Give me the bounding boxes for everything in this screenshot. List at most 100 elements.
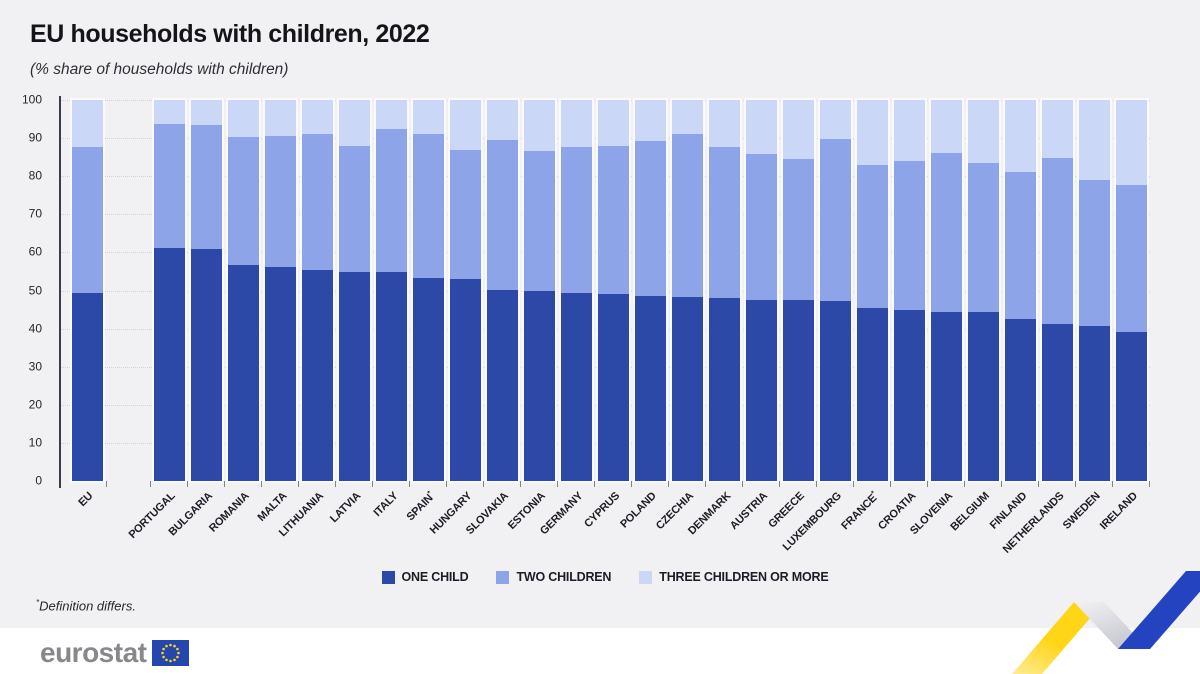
x-axis-label: CYPRUS bbox=[581, 490, 622, 531]
bar-stack bbox=[709, 100, 740, 481]
bar-stack bbox=[1116, 100, 1147, 481]
bar-segment bbox=[302, 100, 333, 134]
legend-label: TWO CHILDREN bbox=[516, 570, 612, 584]
page-subtitle: (% share of households with children) bbox=[30, 61, 289, 78]
bar-segment bbox=[598, 145, 629, 294]
bar-stack bbox=[857, 100, 888, 481]
bar-cell: DENMARK bbox=[686, 100, 743, 537]
bar-segment bbox=[857, 308, 888, 481]
page-title: EU households with children, 2022 bbox=[30, 20, 430, 48]
bar-segment bbox=[1042, 100, 1073, 158]
bar-segment bbox=[302, 133, 333, 270]
bar-segment bbox=[154, 124, 185, 248]
bar-segment bbox=[672, 296, 703, 481]
definition-differs-marker: * bbox=[426, 490, 434, 497]
bar-segment bbox=[635, 100, 666, 142]
bar-cell: BELGIUM bbox=[949, 100, 1002, 533]
bar-cell: FRANCE* bbox=[840, 100, 891, 532]
decorative-ribbon-graphic bbox=[1012, 571, 1200, 674]
bar-segment bbox=[1005, 319, 1036, 481]
bar-stack bbox=[1005, 100, 1036, 481]
bar-cell: CYPRUS bbox=[582, 100, 632, 530]
bar-segment bbox=[561, 292, 592, 481]
bar-cell: NETHERLANDS bbox=[1000, 100, 1076, 556]
bar-stack bbox=[968, 100, 999, 481]
bar-stack bbox=[894, 100, 925, 481]
bar-segment bbox=[228, 100, 259, 137]
bar-stack bbox=[450, 100, 481, 481]
bar-cell: CROATIA bbox=[876, 100, 928, 532]
bar-segment bbox=[598, 100, 629, 146]
bar-stack bbox=[524, 100, 555, 481]
bar-segment bbox=[339, 271, 370, 481]
x-axis-label: BELGIUM bbox=[948, 490, 992, 534]
bar-cell: EU bbox=[67, 100, 107, 509]
x-axis-label: MALTA bbox=[255, 490, 289, 524]
bar-segment bbox=[487, 100, 518, 141]
x-axis-label: FRANCE* bbox=[839, 490, 880, 533]
bar-segment bbox=[931, 152, 962, 312]
bar-segment bbox=[1005, 172, 1036, 320]
ribbon-yellow-band bbox=[1012, 602, 1104, 674]
legend-label: THREE CHILDREN OR MORE bbox=[659, 570, 829, 584]
bar-cell: ESTONIA bbox=[506, 100, 558, 532]
bar-stack bbox=[598, 100, 629, 481]
bar-stack bbox=[339, 100, 370, 481]
bar-segment bbox=[265, 136, 296, 267]
bar-segment bbox=[968, 311, 999, 481]
bar-cell: LITHUANIA bbox=[277, 100, 336, 539]
bar-segment bbox=[302, 269, 333, 481]
bar-segment bbox=[1116, 184, 1147, 333]
bar-stack bbox=[191, 100, 222, 481]
legend-label: ONE CHILD bbox=[401, 570, 469, 584]
bar-cell: LUXEMBOURG bbox=[781, 100, 854, 553]
bar-segment bbox=[820, 100, 851, 139]
bar-segment bbox=[487, 140, 518, 291]
bar-segment bbox=[709, 100, 740, 147]
bar-segment bbox=[561, 146, 592, 293]
bar-stack bbox=[71, 100, 103, 481]
bar-stack bbox=[376, 100, 407, 481]
x-axis-label: LATVIA bbox=[327, 490, 363, 526]
bar-segment bbox=[339, 145, 370, 272]
bottom-band bbox=[0, 628, 1200, 674]
bar-stack bbox=[413, 100, 444, 481]
bar-segment bbox=[1116, 100, 1147, 185]
bar-segment bbox=[783, 100, 814, 160]
bar-segment bbox=[450, 100, 481, 150]
bar-stack bbox=[1079, 100, 1110, 481]
bar-stack bbox=[1042, 100, 1073, 481]
bar-segment bbox=[413, 277, 444, 481]
bar-segment bbox=[376, 100, 407, 130]
bar-segment bbox=[709, 298, 740, 481]
bar-segment bbox=[154, 247, 185, 481]
bar-segment bbox=[561, 100, 592, 147]
bar-segment bbox=[672, 100, 703, 134]
y-axis-label: 10 bbox=[28, 435, 42, 450]
bar-segment bbox=[524, 150, 555, 291]
y-axis-label: 100 bbox=[21, 92, 42, 107]
bar-segment bbox=[968, 100, 999, 163]
x-axis-label: SPAIN* bbox=[404, 490, 436, 524]
eu-flag-icon bbox=[152, 640, 190, 666]
legend-item: ONE CHILD bbox=[381, 570, 469, 584]
y-axis-label: 30 bbox=[28, 358, 42, 373]
bar-segment bbox=[413, 100, 444, 135]
bar-cell: GREECE bbox=[766, 100, 817, 530]
star-ring bbox=[161, 643, 181, 663]
bar-segment bbox=[1116, 332, 1147, 481]
bar-cell: CZECHIA bbox=[654, 100, 706, 532]
bar-cell: SLOVENIA bbox=[908, 100, 965, 537]
bar-segment bbox=[931, 311, 962, 481]
bar-cell: PORTUGAL bbox=[127, 100, 188, 541]
ribbon-blue-band bbox=[1118, 571, 1200, 649]
bar-stack bbox=[228, 100, 259, 481]
y-axis-label: 40 bbox=[28, 320, 42, 335]
footnote: *Definition differs. bbox=[36, 598, 136, 613]
definition-differs-marker: * bbox=[870, 490, 878, 497]
x-axis-label: ITALY bbox=[371, 490, 400, 519]
bar-cell: BULGARIA bbox=[167, 100, 225, 538]
bar-segment bbox=[524, 290, 555, 481]
bar-segment bbox=[191, 248, 222, 481]
